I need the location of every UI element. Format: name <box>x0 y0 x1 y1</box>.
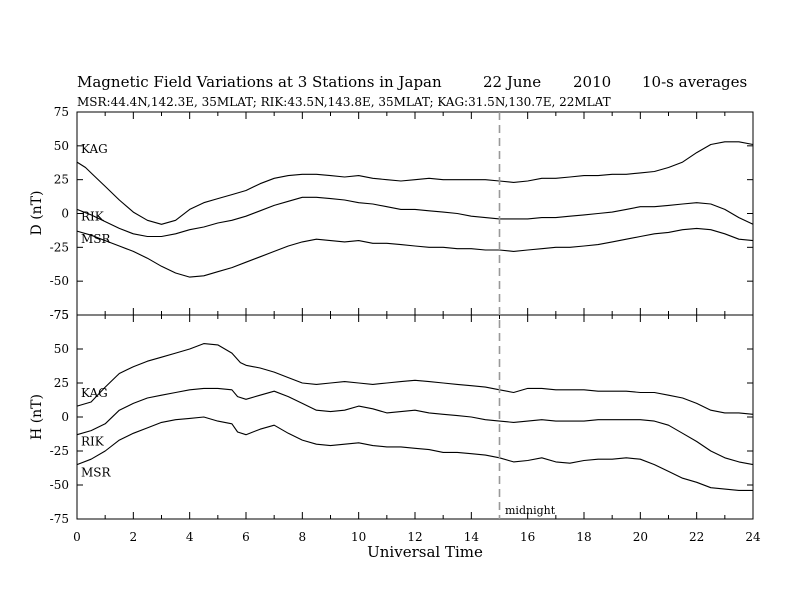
h-panel-ylabel: H (nT) <box>29 394 45 440</box>
x-tick-label: 0 <box>73 530 81 544</box>
h-ytick-label: -25 <box>50 444 69 458</box>
d-trace-rik <box>76 196 754 238</box>
d-trace-msr <box>76 227 754 278</box>
d-panel-frame <box>76 111 754 316</box>
d-ytick-label: -75 <box>50 308 69 322</box>
x-tick-label: 10 <box>351 530 366 544</box>
h-trace-msr <box>76 416 753 491</box>
data-traces: KAG RIK MSR KAG RIK MSR <box>76 141 754 491</box>
d-ytick-label: -25 <box>50 240 69 254</box>
chart-averaging: 10-s averages <box>642 73 747 91</box>
chart-year: 2010 <box>573 73 611 91</box>
h-trace-rik <box>76 387 754 466</box>
h-station-label-rik: RIK <box>81 435 105 449</box>
x-tick-label: 18 <box>576 530 591 544</box>
x-tick-label: 22 <box>689 530 704 544</box>
x-tick-label: 16 <box>520 530 535 544</box>
chart-title: Magnetic Field Variations at 3 Stations … <box>77 73 442 91</box>
h-trace-kag <box>76 343 754 415</box>
h-station-label-msr: MSR <box>81 466 112 480</box>
h-panel-frame <box>76 314 754 520</box>
x-tick-label: 4 <box>186 530 194 544</box>
h-ytick-label: 25 <box>54 376 69 390</box>
h-ytick-label: -75 <box>50 512 69 526</box>
x-tick-label: 8 <box>299 530 307 544</box>
d-ytick-label: 50 <box>54 139 69 153</box>
d-station-label-rik: RIK <box>81 209 105 223</box>
d-station-label-msr: MSR <box>81 232 112 246</box>
d-station-label-kag: KAG <box>81 142 108 156</box>
midnight-annotation: midnight <box>505 504 556 517</box>
x-tick-label: 14 <box>464 530 480 544</box>
h-ytick-label: 0 <box>61 410 69 424</box>
d-trace-kag <box>76 141 754 225</box>
h-ytick-label: -50 <box>50 478 69 492</box>
x-tick-label: 20 <box>633 530 648 544</box>
x-axis-title: Universal Time <box>367 543 483 561</box>
d-panel-ylabel: D (nT) <box>29 191 45 236</box>
h-ytick-label: 50 <box>54 342 69 356</box>
x-tick-label: 2 <box>130 530 138 544</box>
h-station-label-kag: KAG <box>81 386 108 400</box>
h-ytick-label: 75 <box>54 308 69 322</box>
x-tick-label: 12 <box>407 530 422 544</box>
d-ytick-label: 0 <box>61 207 69 221</box>
chart-date: 22 June <box>483 73 541 91</box>
x-tick-label: 24 <box>745 530 761 544</box>
d-ytick-label: -50 <box>50 274 69 288</box>
d-ytick-label: 75 <box>54 105 69 119</box>
x-tick-label: 6 <box>242 530 250 544</box>
d-ytick-label: 25 <box>54 173 69 187</box>
chart-subtitle: MSR:44.4N,142.3E, 35MLAT; RIK:43.5N,143.… <box>77 95 611 109</box>
